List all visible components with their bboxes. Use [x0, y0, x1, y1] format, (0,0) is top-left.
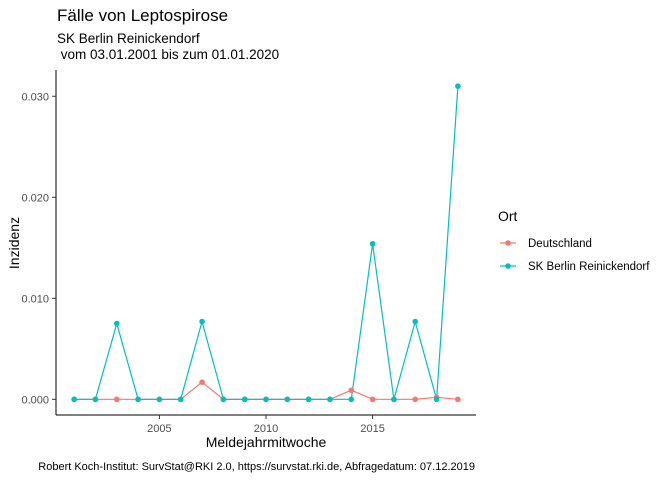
data-point-1-11 — [305, 396, 312, 403]
x-tick-label: 2015 — [360, 423, 384, 435]
data-point-1-3 — [135, 396, 141, 403]
data-point-1-9 — [263, 396, 269, 403]
data-point-1-5 — [177, 396, 184, 403]
data-point-0-6 — [199, 379, 205, 385]
plot-area — [71, 83, 461, 403]
data-point-0-2 — [113, 396, 120, 403]
data-point-1-1 — [92, 396, 99, 403]
series-line-1 — [74, 86, 459, 400]
legend: Ort Deutschland SK Berlin Reinickendorf — [498, 208, 650, 273]
y-tick-label: 0.020 — [21, 192, 49, 204]
data-point-1-17 — [433, 396, 440, 403]
data-point-1-18 — [455, 83, 461, 89]
legend-label-0: Deutschland — [528, 238, 592, 250]
x-tick-label: 2005 — [147, 423, 171, 435]
legend-title: Ort — [498, 208, 518, 224]
chart-subtitle-line1: SK Berlin Reinickendorf — [57, 31, 200, 46]
data-point-1-8 — [241, 396, 248, 403]
x-axis-title: Meldejahrmitwoche — [206, 434, 327, 450]
y-tick-label: 0.010 — [21, 293, 49, 305]
data-point-1-16 — [412, 318, 419, 325]
data-point-1-4 — [156, 396, 163, 403]
chart-title: Fälle von Leptospirose — [57, 6, 228, 25]
data-point-0-14 — [369, 396, 376, 403]
data-point-0-16 — [412, 396, 419, 403]
x-tick-label: 2010 — [254, 423, 278, 435]
data-point-1-2 — [113, 320, 120, 327]
data-point-1-15 — [391, 396, 397, 403]
y-tick-label: 0.000 — [21, 394, 49, 406]
chart-caption: Robert Koch-Institut: SurvStat@RKI 2.0, … — [38, 461, 475, 473]
data-point-1-10 — [284, 396, 291, 403]
y-tick-label: 0.030 — [21, 91, 49, 103]
data-point-1-14 — [369, 240, 376, 247]
x-axis-ticks: 2005 2010 2015 — [147, 415, 385, 435]
y-axis-ticks: 0.000 0.010 0.020 0.030 — [21, 91, 56, 406]
data-point-1-0 — [71, 396, 77, 403]
chart-subtitle-line2: vom 03.01.2001 bis zum 01.01.2020 — [57, 47, 279, 62]
data-point-0-13 — [348, 387, 355, 394]
legend-key-point-1 — [505, 263, 511, 269]
data-point-1-7 — [220, 396, 227, 403]
data-point-1-12 — [327, 396, 333, 403]
data-point-0-18 — [455, 396, 461, 403]
data-point-1-6 — [199, 318, 205, 325]
legend-label-1: SK Berlin Reinickendorf — [528, 261, 650, 273]
legend-key-point-0 — [505, 240, 511, 246]
data-point-1-13 — [348, 396, 355, 403]
y-axis-title: Inzidenz — [6, 217, 22, 269]
